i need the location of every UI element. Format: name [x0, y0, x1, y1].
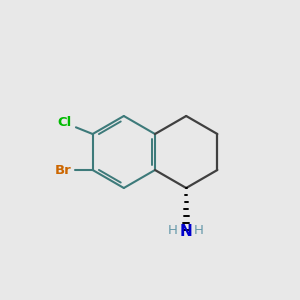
Text: H: H — [168, 224, 178, 238]
Text: H: H — [194, 224, 204, 238]
Text: N: N — [180, 224, 193, 238]
Text: Br: Br — [54, 164, 71, 176]
Text: Cl: Cl — [58, 116, 72, 129]
